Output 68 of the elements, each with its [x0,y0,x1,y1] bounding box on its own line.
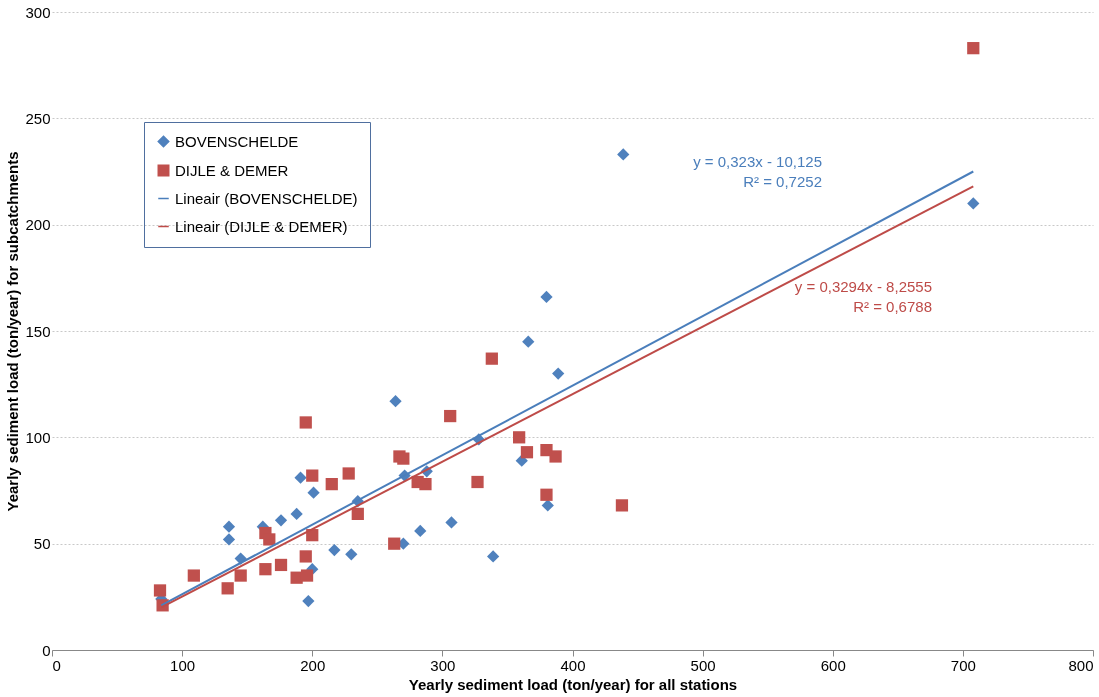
point [967,42,980,55]
point [234,569,247,582]
point [299,416,312,429]
point [540,488,553,501]
x-axis-title: Yearly sediment load (ton/year) for all stations [408,675,738,693]
point [540,290,553,304]
point [388,537,401,550]
point [302,594,315,608]
point [541,499,554,512]
legend-label: DIJLE & DEMER [175,161,289,179]
point [299,550,312,563]
point [487,550,500,563]
point [414,524,427,538]
annotation: y = 0,323x - 10,125 R² = 0,7252 [693,153,822,190]
point [222,533,236,546]
point [153,584,167,597]
point [274,558,288,572]
legend-label: Lineair (BOVENSCHELDE) [175,189,358,207]
y-tick-label: 150 [25,322,51,340]
y-tick-label: 100 [25,428,51,446]
annotation: y = 0,3294x - 8,2555 R² = 0,6788 [794,278,932,315]
point [549,450,562,463]
y-tick-label: 300 [25,3,51,21]
point [445,516,458,529]
point [522,335,535,348]
point [342,467,355,480]
point [294,471,307,484]
point [325,478,338,491]
y-tick-label: 250 [25,109,51,127]
y-tick-label: 0 [42,641,51,659]
point [397,452,410,465]
x-tick-label: 300 [430,656,456,674]
point [306,469,319,482]
point [389,395,402,408]
x-tick-label: 700 [950,656,976,674]
point [290,507,303,521]
point [967,197,980,210]
point [552,367,565,380]
point [263,533,276,546]
point [221,582,234,595]
point [307,486,320,499]
y-tick-label: 50 [33,535,51,553]
x-tick-label: 600 [820,656,846,674]
point [328,543,341,557]
point [351,507,364,521]
point [274,514,288,527]
legend-label: Lineair (DIJLE & DEMER) [175,217,348,235]
point [485,352,498,365]
y-axis-title: Yearly sediment load (ton/year) for subcatchments [4,151,22,512]
x-tick-label: 800 [1068,656,1094,674]
point [615,499,629,512]
legend-label: BOVENSCHELDE [175,132,299,150]
point [520,446,534,459]
point [300,569,314,582]
point [513,431,526,444]
x-tick-label: 400 [560,656,586,674]
point [617,148,630,161]
point [187,569,200,582]
point [345,548,358,561]
point [419,478,432,491]
point [471,475,484,489]
y-tick-label: 200 [25,216,51,234]
x-tick-label: 500 [690,656,716,674]
point [444,409,457,423]
point [222,520,236,533]
point [259,563,272,576]
x-tick-label: 100 [170,656,196,674]
x-tick-label: 200 [300,656,326,674]
